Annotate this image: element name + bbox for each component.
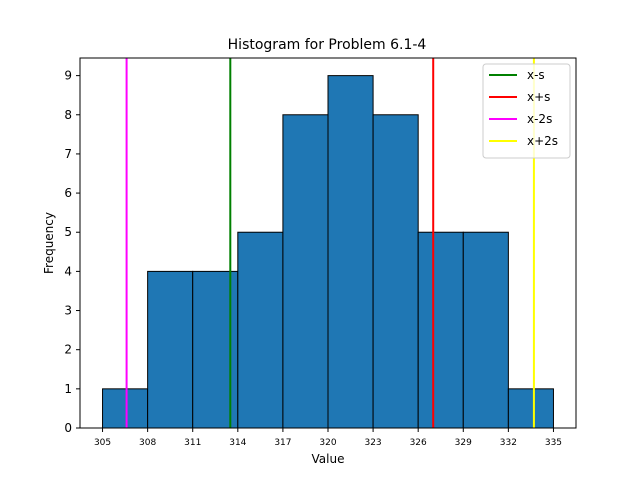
x-axis-ticks: 305 308 311 314 317 320 323 326 329 332 335 (94, 428, 562, 448)
y-tick-label-1: 1 (64, 382, 72, 396)
y-tick-label-8: 8 (64, 108, 72, 122)
y-tick-label-7: 7 (64, 147, 72, 161)
histogram-bar-4 (282, 114, 329, 429)
x-tick-label-0: 305 (94, 438, 111, 448)
x-tick-label-4: 317 (274, 438, 291, 448)
y-axis-label: Frequency (42, 212, 56, 274)
y-tick-label-3: 3 (64, 304, 72, 318)
legend-label-0: x-s (527, 68, 545, 82)
x-tick-label-8: 329 (455, 438, 472, 448)
legend-label-1: x+s (527, 90, 550, 104)
x-tick-label-3: 314 (229, 438, 246, 448)
x-tick-label-5: 320 (319, 438, 336, 448)
legend-label-3: x+2s (527, 134, 558, 148)
histogram-bar-9 (507, 388, 554, 429)
y-tick-label-9: 9 (64, 69, 72, 83)
x-tick-label-10: 335 (545, 438, 562, 448)
y-tick-label-2: 2 (64, 343, 72, 357)
x-tick-label-1: 308 (139, 438, 156, 448)
y-tick-label-4: 4 (64, 264, 72, 278)
legend: x-s x+s x-2s x+2s (482, 63, 571, 159)
legend-frame (482, 63, 571, 159)
histogram-bar-0 (102, 388, 149, 429)
legend-label-2: x-2s (527, 112, 552, 126)
x-tick-label-9: 332 (500, 438, 517, 448)
x-axis-label: Value (312, 452, 345, 466)
x-tick-label-2: 311 (184, 438, 201, 448)
y-axis-ticks: 0 1 2 3 4 5 6 7 8 9 (64, 69, 80, 435)
histogram-bar-8 (462, 231, 509, 429)
histogram-bar-6 (372, 114, 419, 429)
histogram-bar-7 (417, 231, 464, 429)
y-tick-label-0: 0 (64, 421, 72, 435)
histogram-bar-3 (237, 231, 284, 429)
histogram-bar-1 (147, 270, 194, 429)
histogram-bar-5 (327, 75, 374, 429)
x-tick-label-6: 323 (364, 438, 381, 448)
x-tick-label-7: 326 (410, 438, 427, 448)
y-tick-label-5: 5 (64, 225, 72, 239)
y-tick-label-6: 6 (64, 186, 72, 200)
chart-title: Histogram for Problem 6.1-4 (228, 37, 427, 53)
